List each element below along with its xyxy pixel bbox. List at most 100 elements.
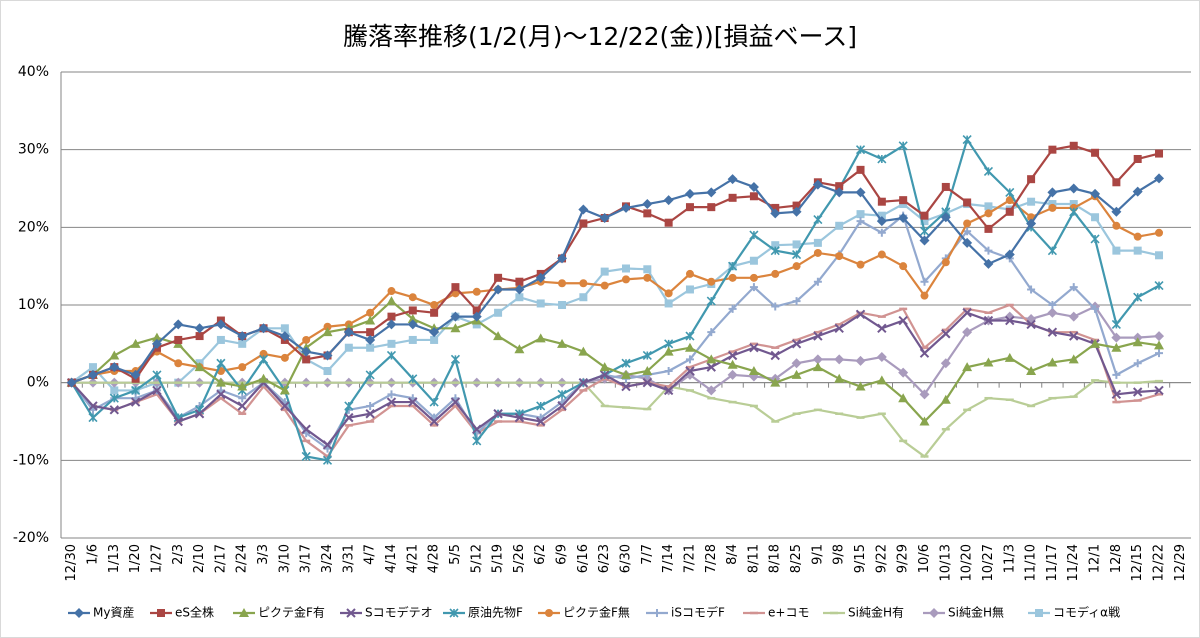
- marker: [365, 409, 375, 419]
- x-tick-label: 10/27: [981, 544, 996, 581]
- marker: [109, 362, 120, 373]
- marker: [834, 187, 845, 198]
- marker: [813, 277, 822, 286]
- marker: [877, 323, 887, 334]
- x-tick-label: 12/15: [1130, 544, 1145, 581]
- marker: [494, 273, 503, 282]
- marker: [237, 331, 248, 342]
- marker: [877, 211, 886, 220]
- legend-label: eS全株: [175, 605, 214, 620]
- marker: [387, 390, 396, 399]
- marker: [920, 277, 929, 286]
- marker: [1155, 349, 1164, 358]
- marker: [929, 608, 939, 618]
- marker: [536, 299, 545, 308]
- x-tick-label: 6/9: [555, 544, 570, 565]
- marker: [322, 327, 333, 337]
- marker: [450, 397, 461, 407]
- marker: [302, 355, 311, 364]
- marker: [1047, 307, 1058, 318]
- marker: [664, 299, 673, 308]
- marker: [707, 277, 716, 286]
- marker: [876, 375, 887, 385]
- x-tick-label: 12/30: [64, 544, 79, 581]
- marker: [365, 370, 375, 380]
- marker: [855, 355, 866, 366]
- marker: [1004, 249, 1015, 260]
- marker: [344, 412, 354, 423]
- marker: [514, 284, 525, 295]
- marker: [983, 315, 994, 326]
- marker: [1047, 357, 1058, 367]
- marker: [301, 346, 312, 357]
- marker: [130, 338, 141, 348]
- marker: [685, 355, 694, 364]
- x-tick-label: 1/6: [85, 544, 100, 565]
- marker: [1111, 206, 1122, 217]
- marker: [1112, 246, 1121, 255]
- x-tick-label: 2/17: [213, 544, 228, 573]
- series-line: [70, 213, 1160, 451]
- marker: [919, 389, 930, 400]
- marker: [813, 248, 822, 257]
- marker: [643, 265, 652, 274]
- marker: [1154, 281, 1164, 291]
- marker: [195, 332, 204, 341]
- marker: [835, 221, 844, 230]
- legend-label: コモディα戦: [1053, 605, 1120, 620]
- marker: [813, 238, 822, 247]
- marker: [707, 328, 716, 337]
- marker: [771, 302, 780, 311]
- marker: [1112, 370, 1121, 379]
- marker: [238, 339, 247, 348]
- marker: [962, 327, 973, 338]
- x-tick-label: 11/3: [1002, 544, 1017, 573]
- x-tick-label: 4/28: [427, 544, 442, 573]
- marker: [152, 385, 162, 396]
- marker: [237, 401, 247, 411]
- marker: [216, 358, 226, 368]
- marker: [1047, 327, 1058, 337]
- marker: [685, 331, 695, 341]
- x-tick-label: 8/25: [789, 544, 804, 573]
- marker: [877, 228, 886, 237]
- marker: [408, 293, 417, 302]
- marker: [408, 335, 417, 344]
- marker: [1155, 149, 1164, 158]
- marker: [1069, 283, 1078, 292]
- legend-label: iSコモデF: [671, 605, 725, 620]
- marker: [622, 264, 630, 273]
- marker: [1133, 246, 1142, 255]
- marker: [535, 333, 546, 343]
- marker: [919, 416, 930, 426]
- marker: [643, 273, 652, 282]
- marker: [919, 226, 930, 236]
- marker: [322, 350, 333, 361]
- marker: [963, 198, 972, 207]
- marker: [940, 212, 951, 223]
- marker: [343, 327, 354, 338]
- x-tick-label: 7/21: [682, 544, 697, 573]
- marker: [621, 381, 631, 392]
- legend-item: e+コモ: [743, 606, 809, 620]
- x-tick-label: 6/2: [533, 544, 548, 565]
- marker: [238, 394, 247, 403]
- y-tick-label: 30%: [18, 142, 49, 158]
- marker: [706, 187, 717, 198]
- marker: [898, 213, 909, 224]
- marker: [429, 397, 439, 407]
- marker: [706, 354, 717, 364]
- marker: [302, 335, 311, 344]
- series-line: [71, 177, 1160, 384]
- marker: [941, 182, 950, 191]
- marker: [770, 377, 781, 387]
- marker: [1069, 141, 1078, 150]
- marker: [493, 331, 504, 341]
- marker: [940, 358, 951, 369]
- marker: [151, 332, 162, 342]
- marker: [1026, 218, 1037, 229]
- marker: [430, 335, 439, 344]
- marker: [984, 202, 993, 211]
- marker: [472, 306, 481, 315]
- marker: [728, 304, 737, 313]
